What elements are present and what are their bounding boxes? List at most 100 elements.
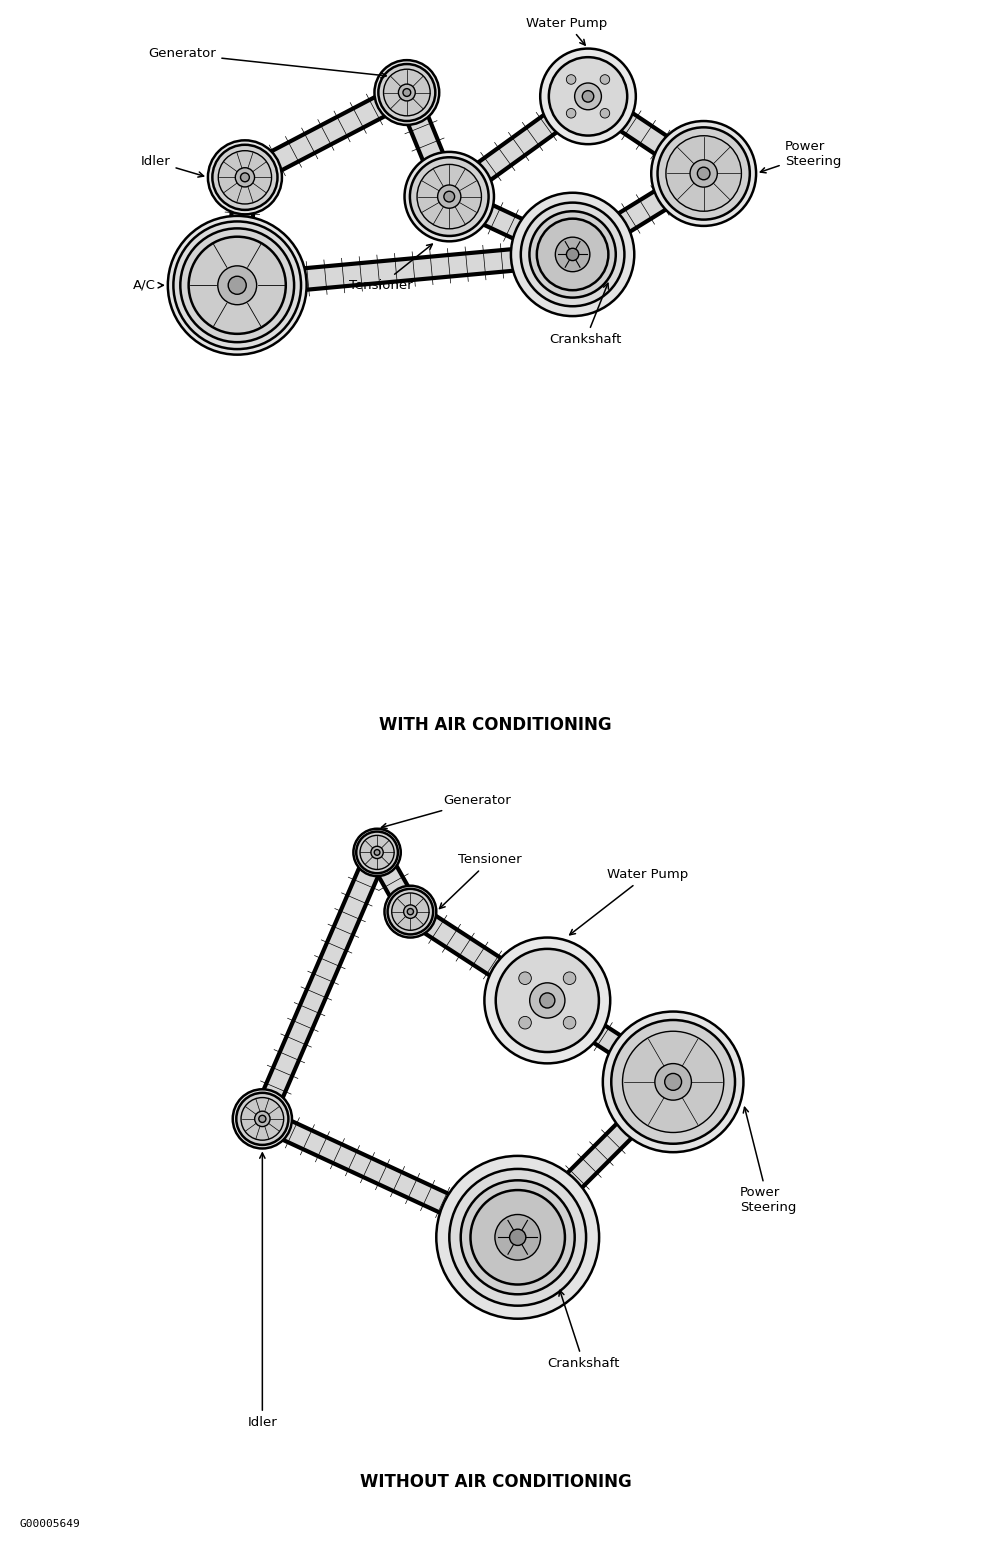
Circle shape	[567, 248, 579, 261]
Circle shape	[438, 185, 461, 208]
Circle shape	[387, 888, 433, 934]
Circle shape	[360, 836, 394, 870]
Circle shape	[371, 847, 384, 859]
Circle shape	[218, 151, 272, 204]
Circle shape	[233, 1089, 292, 1149]
Text: Water Pump: Water Pump	[570, 868, 688, 934]
Circle shape	[471, 1190, 565, 1284]
Text: Idler: Idler	[248, 1153, 277, 1429]
Circle shape	[555, 237, 590, 271]
Circle shape	[601, 108, 609, 119]
Circle shape	[403, 905, 417, 919]
Circle shape	[228, 276, 246, 295]
Circle shape	[603, 1012, 743, 1152]
Circle shape	[511, 193, 634, 316]
Circle shape	[398, 85, 415, 100]
Text: Power
Steering: Power Steering	[739, 1107, 796, 1214]
Circle shape	[235, 168, 255, 187]
Text: Generator: Generator	[382, 794, 511, 828]
Circle shape	[241, 173, 250, 182]
Circle shape	[403, 88, 410, 97]
Polygon shape	[582, 88, 710, 182]
Circle shape	[563, 1016, 576, 1029]
Circle shape	[563, 971, 576, 984]
Polygon shape	[368, 848, 419, 916]
Circle shape	[549, 57, 627, 136]
Circle shape	[259, 1115, 266, 1123]
Circle shape	[384, 69, 430, 116]
Circle shape	[622, 1032, 723, 1132]
Circle shape	[690, 160, 717, 187]
Circle shape	[666, 136, 741, 211]
Circle shape	[651, 120, 756, 227]
Text: Water Pump: Water Pump	[526, 17, 607, 45]
Circle shape	[356, 831, 398, 873]
Circle shape	[583, 91, 594, 102]
Circle shape	[658, 128, 750, 219]
Circle shape	[566, 74, 576, 85]
Circle shape	[167, 216, 306, 355]
Polygon shape	[443, 88, 595, 205]
Circle shape	[495, 1215, 540, 1260]
Text: Tensioner: Tensioner	[349, 244, 432, 291]
Circle shape	[521, 202, 624, 307]
Text: G00005649: G00005649	[20, 1519, 80, 1528]
Circle shape	[575, 83, 602, 109]
Polygon shape	[236, 244, 574, 296]
Circle shape	[509, 1229, 526, 1246]
Text: WITH AIR CONDITIONING: WITH AIR CONDITIONING	[380, 715, 611, 734]
Circle shape	[410, 157, 489, 236]
Circle shape	[698, 167, 710, 180]
Circle shape	[354, 828, 400, 876]
Circle shape	[518, 1016, 531, 1029]
Circle shape	[655, 1064, 692, 1099]
Circle shape	[391, 893, 429, 930]
Polygon shape	[542, 992, 679, 1090]
Circle shape	[461, 1180, 575, 1294]
Circle shape	[611, 1019, 735, 1144]
Circle shape	[417, 165, 482, 228]
Circle shape	[212, 145, 277, 210]
Circle shape	[180, 228, 294, 342]
Circle shape	[537, 219, 608, 290]
Circle shape	[173, 222, 301, 348]
Circle shape	[444, 191, 455, 202]
Text: Crankshaft: Crankshaft	[547, 1291, 619, 1369]
Circle shape	[518, 971, 531, 984]
Polygon shape	[510, 1075, 681, 1244]
Circle shape	[566, 108, 576, 119]
Circle shape	[255, 1112, 270, 1127]
Text: Idler: Idler	[141, 156, 203, 177]
Circle shape	[540, 49, 636, 145]
Text: Generator: Generator	[149, 48, 386, 79]
Circle shape	[436, 1156, 600, 1318]
Circle shape	[208, 140, 281, 214]
Circle shape	[485, 938, 610, 1064]
Circle shape	[529, 211, 615, 298]
Circle shape	[218, 265, 257, 305]
Circle shape	[375, 60, 439, 125]
Polygon shape	[404, 904, 553, 1008]
Circle shape	[375, 850, 380, 856]
Text: Power
Steering: Power Steering	[760, 140, 841, 173]
Circle shape	[449, 1169, 586, 1306]
Circle shape	[496, 948, 599, 1052]
Text: A/C: A/C	[133, 279, 164, 291]
Circle shape	[379, 65, 435, 120]
Polygon shape	[567, 165, 710, 264]
Circle shape	[530, 982, 565, 1018]
Polygon shape	[396, 88, 459, 200]
Circle shape	[236, 1093, 288, 1144]
Text: Tensioner: Tensioner	[440, 853, 522, 908]
Polygon shape	[253, 848, 386, 1123]
Text: WITHOUT AIR CONDITIONING: WITHOUT AIR CONDITIONING	[360, 1473, 631, 1491]
Circle shape	[601, 74, 609, 85]
Circle shape	[404, 151, 494, 242]
Polygon shape	[227, 177, 256, 285]
Polygon shape	[258, 1110, 522, 1246]
Circle shape	[385, 885, 436, 938]
Circle shape	[241, 1098, 283, 1140]
Circle shape	[540, 993, 555, 1008]
Polygon shape	[240, 83, 412, 187]
Circle shape	[188, 236, 285, 335]
